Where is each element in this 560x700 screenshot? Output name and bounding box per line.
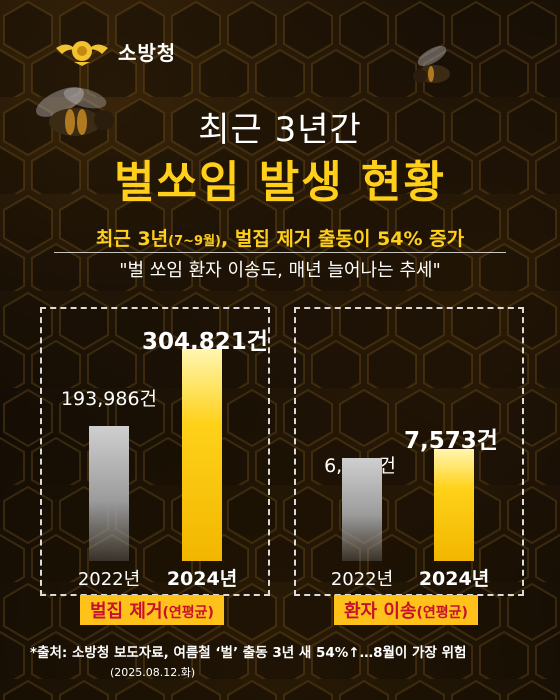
brand-logo: 소방청	[54, 36, 176, 66]
subtitle-period: (7~9월)	[168, 234, 221, 249]
bar-2022	[89, 426, 129, 561]
bar-2022	[342, 458, 382, 561]
fire-agency-emblem-icon	[56, 41, 108, 66]
bar-2024	[182, 349, 222, 561]
category-label-2024: 2024년	[166, 568, 238, 590]
chart-title-patient-transport: 환자 이송(연평균)	[334, 595, 478, 625]
quote-text: "벌 쏘임 환자 이송도, 매년 늘어나는 추세"	[119, 260, 441, 281]
bar-2024	[434, 449, 474, 561]
chart-unit-label: (연평균)	[162, 605, 214, 621]
title-line-2: 벌쏘임 발생 현황	[114, 157, 446, 208]
category-label-2022: 2022년	[330, 569, 394, 590]
chart-unit-label: (연평균)	[416, 605, 468, 621]
bee-illustration-icon	[35, 87, 114, 136]
subtitle: 최근 3년(7~9월), 벌집 제거 출동이 54% 증가	[0, 224, 560, 251]
divider	[54, 252, 506, 253]
subtitle-post: , 벌집 제거 출동이 54% 증가	[221, 228, 465, 250]
bee-illustration-icon	[413, 45, 450, 83]
chart-title-text: 환자 이송	[344, 601, 417, 622]
category-label-2024: 2024년	[418, 568, 490, 590]
source-note: *출처: 소방청 보도자료, 여름철 ‘벌’ 출동 3년 새 54%↑…8월이 …	[30, 645, 467, 661]
category-label-2022: 2022년	[77, 569, 141, 590]
subtitle-pre: 최근 3년	[95, 228, 169, 250]
chart-title-text: 벌집 제거	[90, 601, 163, 622]
title-line-1: 최근 3년간	[198, 110, 362, 150]
brand-name: 소방청	[118, 40, 177, 65]
data-label-2022: 193,986건	[60, 388, 158, 410]
chart-title-bee-nest-removal: 벌집 제거(연평균)	[80, 595, 224, 625]
source-date: (2025.08.12.화)	[110, 666, 196, 679]
